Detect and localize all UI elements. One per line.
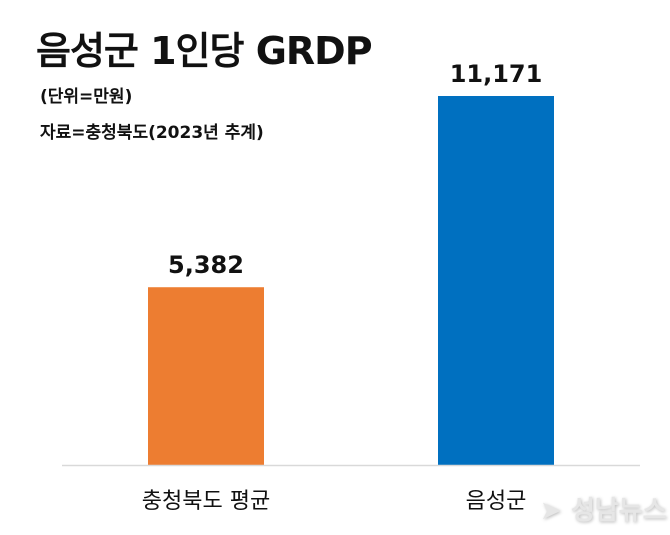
chart-title: 음성군 1인당 GRDP	[36, 29, 373, 73]
value-label: 11,171	[450, 60, 543, 88]
bar-0	[148, 287, 264, 465]
source-label: 자료=충청북도(2023년 추계)	[40, 123, 264, 143]
bar-1	[438, 96, 554, 465]
watermark-logo: ➤ 성남뉴스	[540, 496, 667, 526]
unit-label: (단위=만원)	[40, 87, 133, 107]
value-label: 5,382	[168, 251, 244, 279]
category-label: 음성군	[466, 489, 527, 514]
category-label: 충청북도 평균	[142, 489, 270, 514]
